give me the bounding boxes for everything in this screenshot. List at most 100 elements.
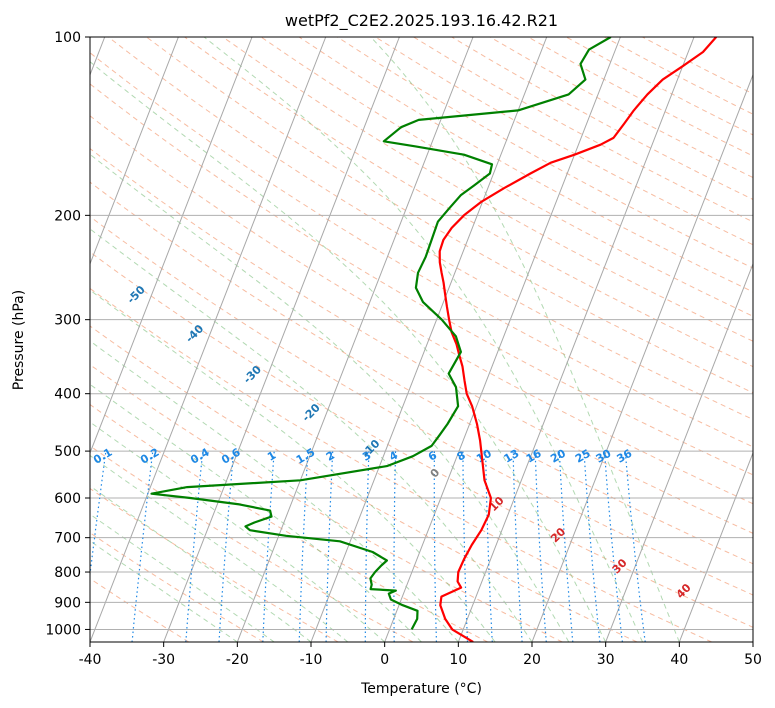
isotherm-line: [678, 451, 753, 642]
dry-adiabat: [260, 37, 753, 317]
dry-adiabat: [90, 364, 563, 642]
y-tick-label: 100: [54, 30, 81, 46]
mixing-ratio-label: 20: [548, 447, 568, 466]
mixing-ratio-label: 0.4: [188, 445, 212, 466]
dry-adiabat: [90, 487, 339, 642]
mixing-ratio-line: [325, 451, 334, 642]
isotherm-line: [531, 73, 753, 642]
dry-adiabat: [298, 37, 753, 293]
mixing-ratio-line: [298, 451, 309, 642]
mixing-ratio-line: [262, 451, 275, 642]
isotherm-line: [310, 37, 548, 642]
dry-adiabat: [90, 115, 753, 505]
mixing-ratio-label: 25: [573, 447, 593, 466]
isotherm-label: -30: [241, 363, 264, 386]
x-tick-label: 40: [670, 652, 688, 668]
mixing-ratio-line: [185, 451, 204, 642]
moist-adiabat: [90, 61, 607, 642]
isotherm-line: [163, 37, 400, 642]
moist-adiabat: [90, 540, 238, 642]
isotherm-line: [752, 640, 753, 642]
dry-adiabat: [146, 37, 753, 394]
dry-adiabat: [90, 147, 753, 534]
moist-adiabat: [203, 37, 643, 642]
x-tick-label: -20: [226, 652, 249, 668]
moist-adiabat: [90, 513, 275, 642]
mixing-ratio-line: [393, 451, 397, 642]
dry-adiabat: [642, 37, 753, 95]
plot-area: 0.10.20.40.611.52346810131620253036-100-…: [14, 37, 753, 642]
mixing-ratio-line: [624, 451, 646, 642]
y-axis-ticks: 100 200 300 400 500 600 700 800 900 1000: [45, 30, 90, 638]
mixing-ratio-label: 0.2: [138, 446, 161, 467]
moist-adiabat: [90, 421, 386, 642]
mixing-ratio-line: [558, 451, 574, 642]
mixing-ratio-line: [90, 451, 107, 580]
mixing-ratio-label: 16: [524, 447, 544, 466]
mixing-ratio-line: [485, 451, 493, 642]
plot-frame: [89, 36, 754, 643]
dry-adiabat: [565, 37, 753, 136]
dry-adiabat: [337, 37, 753, 269]
x-tick-label: 0: [380, 652, 389, 668]
isotherm-line: [90, 37, 327, 642]
dry-adiabat: [90, 577, 190, 642]
isotherm-label: -50: [125, 283, 148, 306]
x-tick-label: 20: [523, 652, 541, 668]
mixing-ratio-line: [583, 451, 601, 642]
y-tick-label: 1000: [45, 622, 81, 638]
isotherm-line: [90, 37, 253, 455]
dry-adiabat: [90, 52, 753, 448]
x-axis-label: Temperature (°C): [360, 681, 482, 697]
mixing-ratio-line: [512, 451, 523, 642]
mixing-ratio-label: 30: [594, 447, 614, 466]
mixing-ratio-label: 10: [474, 447, 494, 466]
isotherm-label: -70: [14, 188, 37, 211]
moist-adiabats: [90, 37, 680, 642]
dry-adiabat: [222, 37, 753, 342]
mixing-ratio-line: [364, 451, 370, 642]
dewpoint-line: [150, 37, 612, 630]
isotherm-line: [236, 37, 474, 642]
mixing-ratio-line: [462, 451, 469, 642]
chart-title: wetPf2_C2E2.2025.193.16.42.R21: [285, 11, 558, 31]
moist-adiabat: [370, 37, 680, 642]
dry-adiabat: [90, 287, 712, 642]
x-tick-label: -30: [152, 652, 175, 668]
profile-lines: [150, 37, 718, 642]
x-tick-label: -10: [300, 652, 323, 668]
mixing-ratio-lines: [90, 451, 646, 642]
x-tick-label: 10: [449, 652, 467, 668]
mixing-ratio-label: 1.5: [294, 446, 317, 467]
isotherm-label: -60: [69, 237, 92, 260]
temperature-line: [438, 37, 718, 642]
background-labels: 0.10.20.40.611.52346810131620253036-100-…: [14, 188, 694, 601]
y-tick-label: 400: [54, 387, 81, 403]
y-axis-label: Pressure (hPa): [11, 290, 27, 390]
mixing-ratio-line: [603, 451, 623, 642]
moist-adiabat: [90, 289, 496, 642]
y-tick-label: 700: [54, 531, 81, 547]
y-tick-label: 500: [54, 444, 81, 460]
isotherm-label: 30: [610, 556, 630, 576]
isotherm-line: [384, 37, 621, 642]
isotherms: [90, 37, 753, 642]
isotherm-line: [457, 37, 695, 642]
dry-adiabat: [90, 445, 414, 642]
isotherm-line: [605, 262, 753, 642]
x-tick-label: 30: [597, 652, 615, 668]
mixing-ratio-line: [218, 451, 235, 642]
moist-adiabat: [90, 383, 422, 642]
mixing-ratio-line: [433, 451, 437, 642]
y-tick-label: 800: [54, 565, 81, 581]
isotherm-line: [90, 37, 179, 266]
mixing-ratio-label: 36: [614, 447, 634, 466]
y-tick-label: 600: [54, 491, 81, 507]
mixing-ratio-line: [131, 451, 154, 642]
mixing-ratio-line: [534, 451, 547, 642]
dry-adiabat: [90, 325, 638, 642]
pressure-gridlines: [90, 37, 753, 630]
moist-adiabat: [90, 485, 312, 642]
y-tick-label: 200: [54, 208, 81, 224]
